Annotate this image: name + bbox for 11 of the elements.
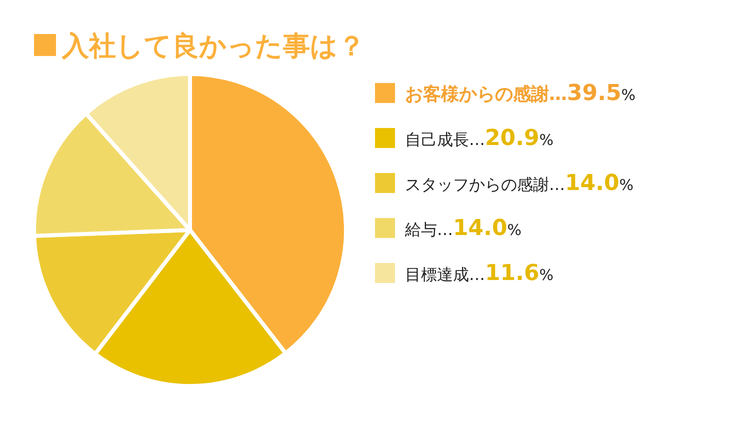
data-label: …39.5% [549,81,636,106]
chart-title: 入社して良かった事は？ [61,31,365,62]
data-label: …11.6% [469,261,554,286]
legend-label: スタッフからの感謝 [405,175,549,194]
legend-label: 目標達成 [405,265,469,284]
legend-label: お客様からの感謝 [405,84,549,105]
data-label: …14.0% [549,171,634,196]
data-label: …20.9% [469,126,554,151]
legend-label: 自己成長 [405,130,469,149]
data-label: …14.0% [437,216,522,241]
legend-label: 給与 [405,220,437,239]
